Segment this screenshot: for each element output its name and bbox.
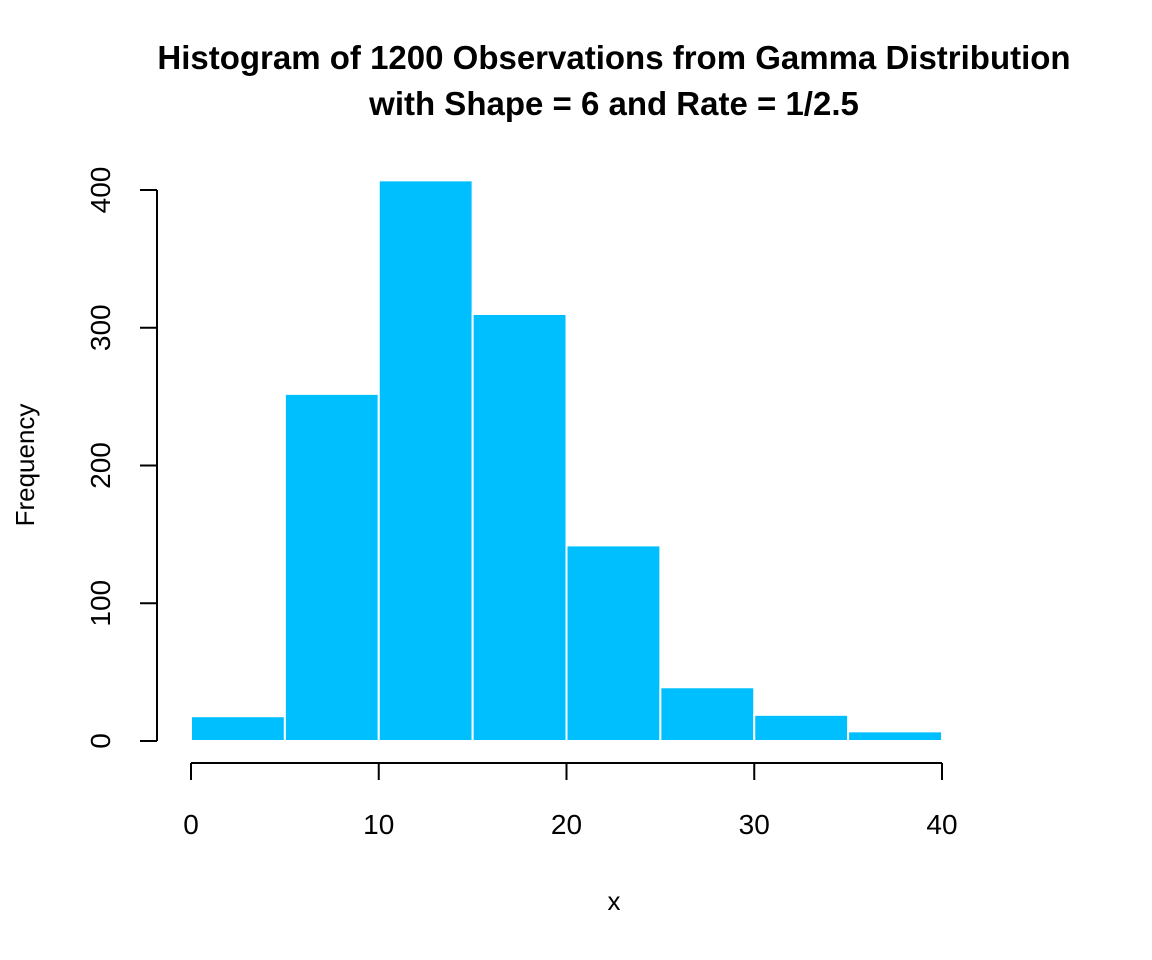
y-axis-label: Frequency	[10, 404, 40, 527]
x-tick-label: 30	[739, 809, 770, 840]
x-axis: 0 10 20 30 40	[183, 762, 958, 840]
y-tick-label: 200	[85, 442, 116, 489]
chart-title-line-1: Histogram of 1200 Observations from Gamm…	[157, 39, 1070, 76]
histogram-bar	[283, 392, 380, 742]
histogram-bar	[190, 715, 286, 743]
y-tick-label: 300	[85, 304, 116, 351]
histogram-bar	[847, 730, 943, 742]
histogram-bar	[753, 713, 850, 743]
chart-title-line-2: with Shape = 6 and Rate = 1/2.5	[368, 85, 859, 122]
histogram-bar	[659, 686, 756, 743]
histogram-bar	[377, 179, 474, 743]
x-axis-label: x	[608, 886, 621, 916]
y-tick-label: 100	[85, 580, 116, 627]
x-tick-label: 10	[363, 809, 394, 840]
histogram-bars	[190, 179, 943, 743]
y-tick-label: 400	[85, 167, 116, 214]
histogram-bar	[471, 312, 568, 742]
x-tick-label: 0	[183, 809, 199, 840]
x-tick-label: 40	[926, 809, 957, 840]
x-tick-label: 20	[551, 809, 582, 840]
y-tick-label: 0	[85, 733, 116, 749]
y-axis: 0 100 200 300 400	[85, 167, 158, 749]
histogram-bar	[565, 544, 662, 743]
